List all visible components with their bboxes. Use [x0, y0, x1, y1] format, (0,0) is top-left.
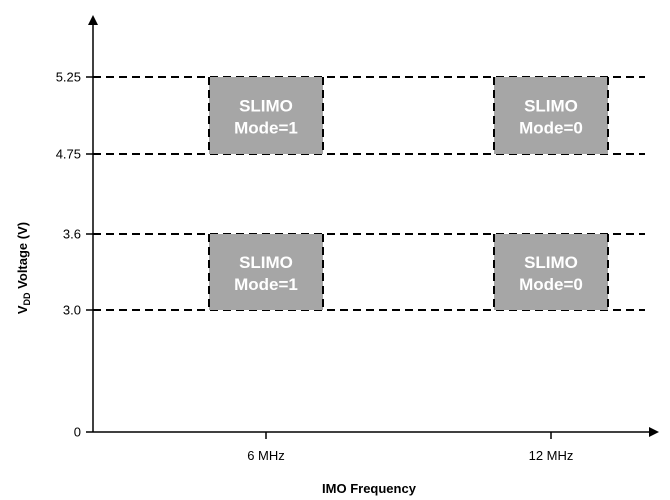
x-tick-label: 12 MHz — [529, 448, 574, 463]
y-axis-title: VDD Voltage (V) — [15, 222, 32, 314]
axes — [86, 15, 659, 439]
slimo-region — [494, 77, 608, 154]
region-label-line1: SLIMO — [239, 97, 293, 116]
region-label-line2: Mode=1 — [234, 275, 298, 294]
region-label-line1: SLIMO — [239, 253, 293, 272]
x-tick-label: 6 MHz — [247, 448, 285, 463]
y-tick-label: 5.25 — [56, 70, 81, 85]
region-label-line2: Mode=0 — [519, 275, 583, 294]
y-tick-label: 3.6 — [63, 227, 81, 242]
slimo-region — [494, 234, 608, 310]
x-axis-title: IMO Frequency — [322, 481, 417, 496]
slimo-region — [209, 77, 323, 154]
region-label-line1: SLIMO — [524, 97, 578, 116]
labels: 0 3.0 3.6 4.75 5.25 6 MHz 12 MHz — [56, 70, 574, 464]
region-label-line2: Mode=1 — [234, 119, 298, 138]
y-tick-label: 0 — [74, 425, 81, 440]
regions: SLIMO Mode=1 SLIMO Mode=0 SLIMO Mode=1 SLIMO Mo… — [208, 77, 609, 310]
y-tick-label: 3.0 — [63, 303, 81, 318]
region-label-line1: SLIMO — [524, 253, 578, 272]
y-tick-label: 4.75 — [56, 147, 81, 162]
region-label-line2: Mode=0 — [519, 119, 583, 138]
slimo-region — [209, 234, 323, 310]
